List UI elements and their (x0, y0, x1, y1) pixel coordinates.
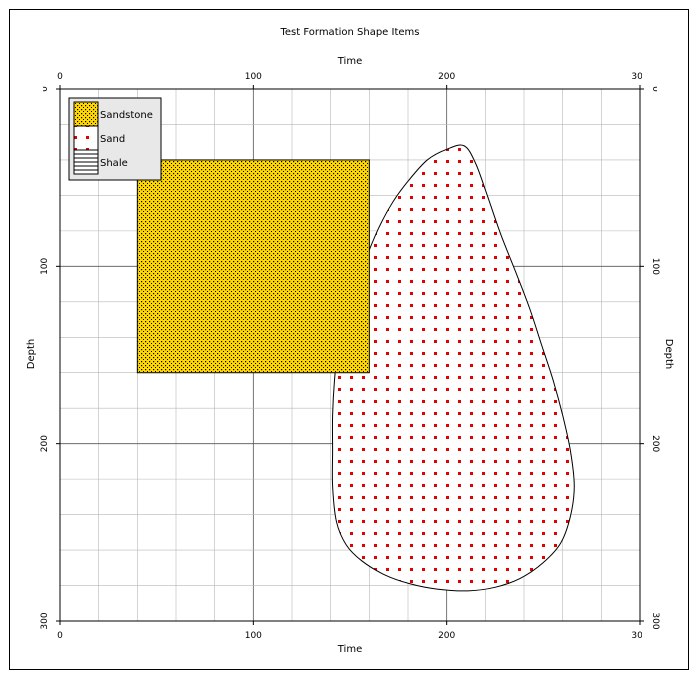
y-tick-label-left: 0 (40, 86, 50, 92)
formation-shapes (136, 144, 575, 592)
y-tick-label-left: 100 (40, 257, 50, 274)
plot-border (59, 88, 641, 622)
chart-title: Test Formation Shape Items (280, 27, 420, 38)
y-tick-label-right: 300 (650, 612, 660, 629)
x-axis-label-bottom: Time (337, 644, 362, 655)
x-tick-label-bottom: 100 (245, 631, 262, 641)
y-tick-label-right: 200 (650, 435, 660, 452)
x-tick-label-top: 300 (631, 72, 648, 82)
y-tick-label-left: 300 (40, 612, 50, 629)
y-tick-label-left: 200 (40, 435, 50, 452)
legend-label: Sand (100, 134, 125, 145)
y-axis-label-left: Depth (26, 339, 37, 369)
legend-swatch (73, 149, 99, 175)
legend: Sandstone Sand Shale (68, 97, 162, 181)
figure-frame (9, 9, 689, 670)
x-tick-label-top: 100 (245, 72, 262, 82)
x-tick-label-bottom: 300 (631, 631, 648, 641)
x-axis-label-top: Time (337, 56, 362, 67)
shape-sandstone (136, 159, 370, 374)
x-tick-label-bottom: 0 (57, 631, 63, 641)
y-axis-label-right: Depth (663, 339, 674, 369)
legend-label: Shale (100, 158, 128, 169)
y-tick-label-right: 100 (650, 258, 660, 275)
x-tick-label-bottom: 200 (438, 631, 455, 641)
y-tick-label-right: 0 (650, 86, 660, 92)
legend-swatch (73, 125, 99, 151)
legend-swatch (73, 101, 99, 127)
x-tick-label-top: 200 (438, 72, 455, 82)
x-tick-label-top: 0 (57, 72, 63, 82)
legend-label: Sandstone (100, 110, 153, 121)
